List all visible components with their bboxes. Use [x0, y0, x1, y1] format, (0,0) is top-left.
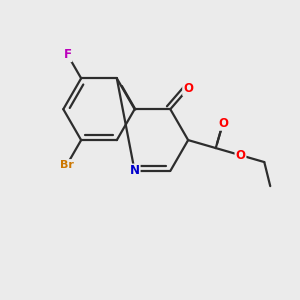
Text: O: O [236, 149, 245, 162]
Text: N: N [130, 164, 140, 178]
Text: O: O [218, 117, 228, 130]
Text: F: F [64, 48, 71, 61]
Text: O: O [183, 82, 193, 95]
Text: Br: Br [60, 160, 74, 170]
